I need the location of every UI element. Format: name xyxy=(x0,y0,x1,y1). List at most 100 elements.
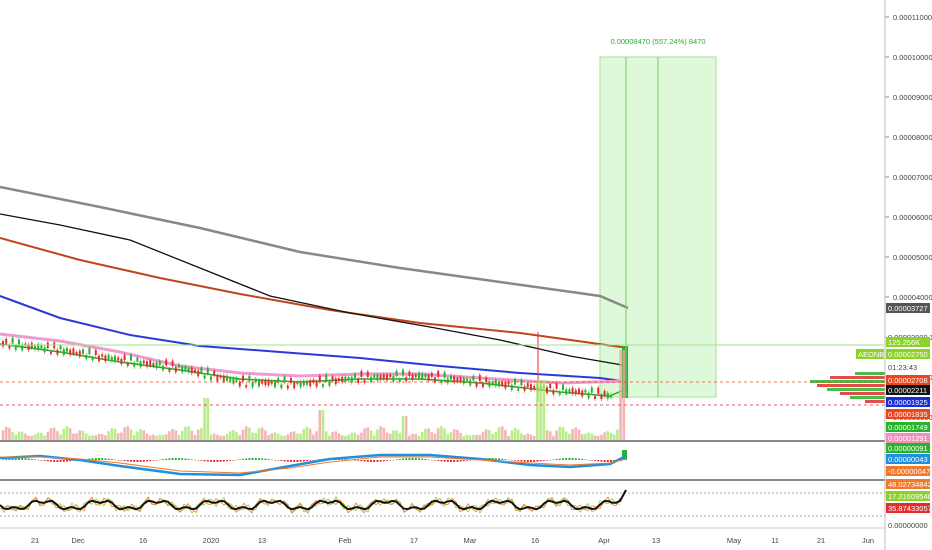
macd-histogram-bar xyxy=(242,458,244,460)
x-tick-label: 2020 xyxy=(203,536,220,545)
candle-body xyxy=(158,361,161,366)
macd-histogram-bar xyxy=(386,460,388,461)
volume-bar xyxy=(321,410,325,440)
candle-body xyxy=(430,373,433,377)
price-pane[interactable]: 0.00008470 (557.24%) 8470 xyxy=(0,37,885,440)
candle-body xyxy=(568,389,571,392)
volume-bar xyxy=(606,431,610,440)
candle-body xyxy=(379,374,382,379)
candle-body xyxy=(194,369,196,373)
macd-histogram-bar xyxy=(622,450,627,460)
candle-body xyxy=(514,378,516,385)
measure-range-label: 0.00008470 (557.24%) 8470 xyxy=(610,37,705,46)
volume-bar xyxy=(30,435,34,440)
candle-body xyxy=(581,390,584,397)
price-tag-label: 0.00000091 xyxy=(888,444,928,453)
volume-bar xyxy=(113,428,117,440)
price-tag-bg xyxy=(886,454,930,464)
macd-histogram-bar xyxy=(533,460,536,462)
macd-histogram-bar xyxy=(597,460,600,462)
macd-histogram-bar xyxy=(424,458,427,460)
volume-bar xyxy=(520,433,523,440)
price-tag-label: 0.00001291 xyxy=(888,434,928,443)
candle-body xyxy=(178,364,180,368)
candle-body xyxy=(8,345,11,349)
volume-bar xyxy=(590,433,594,440)
macd-histogram-bar xyxy=(8,458,11,460)
volume-bar xyxy=(104,435,107,440)
volume-bar xyxy=(347,434,350,440)
macd-histogram-bar xyxy=(462,460,465,462)
volume-bar xyxy=(392,430,395,440)
volume-bar xyxy=(126,426,130,440)
volume-bar xyxy=(267,435,270,440)
volume-bar xyxy=(548,431,552,440)
macd-histogram-bar xyxy=(158,459,161,461)
volume-bar xyxy=(219,435,222,440)
volume-bar xyxy=(24,433,27,440)
candle-body xyxy=(334,378,337,385)
macd-histogram-bar xyxy=(94,458,97,460)
candle-body xyxy=(251,382,254,388)
volume-bar xyxy=(353,432,357,440)
volume-bar xyxy=(100,434,104,440)
volume-profile-bar xyxy=(817,384,885,387)
candle-body xyxy=(43,347,46,353)
y-tick-label: 0.00004000 xyxy=(893,293,932,302)
volume-bar xyxy=(52,427,56,440)
candle-body xyxy=(485,377,488,383)
candle-body xyxy=(254,378,257,383)
macd-histogram-bar xyxy=(232,460,235,461)
volume-bar xyxy=(545,430,549,440)
ma-blue-line xyxy=(0,295,629,383)
price-axis[interactable]: 0.00011000 0.00010000 0.00009000 0.00008000… xyxy=(885,13,932,422)
macd-histogram-bar xyxy=(491,458,494,460)
candle-body xyxy=(110,356,113,361)
macd-histogram-bar xyxy=(46,460,49,462)
volume-bar xyxy=(56,431,59,440)
macd-histogram-bar xyxy=(88,458,91,460)
macd-histogram-bar xyxy=(552,459,555,460)
volume-bar xyxy=(81,430,85,440)
price-tag-label: 0.00002750 xyxy=(888,350,928,359)
macd-histogram-bar xyxy=(43,460,46,461)
volume-bar xyxy=(27,435,30,440)
volume-bar xyxy=(372,435,376,440)
time-axis[interactable]: 21 Dec 16 2020 13 Feb 17 Mar 16 Apr 13 May 11 21 Jun xyxy=(31,536,874,545)
macd-histogram-bar xyxy=(24,458,27,460)
x-tick-label: Apr xyxy=(598,536,610,545)
macd-histogram-bar xyxy=(501,458,504,460)
volume-bar xyxy=(440,426,443,440)
candle-body xyxy=(341,376,344,383)
volume-bar xyxy=(110,428,114,440)
candle-body xyxy=(558,391,561,395)
candle-body xyxy=(293,382,296,389)
volume-bar xyxy=(161,435,165,440)
rsi-pane[interactable] xyxy=(0,489,885,517)
macd-histogram-bar xyxy=(258,458,260,460)
volume-profile-bar xyxy=(810,380,885,383)
volume-bar xyxy=(180,430,184,440)
volume-bar xyxy=(500,426,504,440)
macd-histogram-bar xyxy=(357,460,360,461)
macd-pane[interactable] xyxy=(0,450,627,477)
volume-bar xyxy=(132,435,136,440)
volume-bar xyxy=(612,434,616,440)
macd-line xyxy=(0,453,627,477)
candle-body xyxy=(40,345,43,349)
candle-body xyxy=(72,348,75,354)
volume-bar xyxy=(472,435,475,440)
y-tick-label: 0.00011000 xyxy=(893,13,932,22)
volume-bar xyxy=(529,434,533,440)
macd-histogram-bar xyxy=(302,460,305,462)
y-tick-label: 0.00010000 xyxy=(893,53,932,62)
macd-histogram-bar xyxy=(245,458,248,460)
macd-histogram-bar xyxy=(568,458,571,460)
candle-body xyxy=(437,371,440,377)
candle-body xyxy=(322,384,324,387)
macd-histogram-bar xyxy=(370,460,372,462)
candle-body xyxy=(507,381,510,385)
candle-body xyxy=(258,380,260,387)
volume-bar xyxy=(318,410,322,440)
